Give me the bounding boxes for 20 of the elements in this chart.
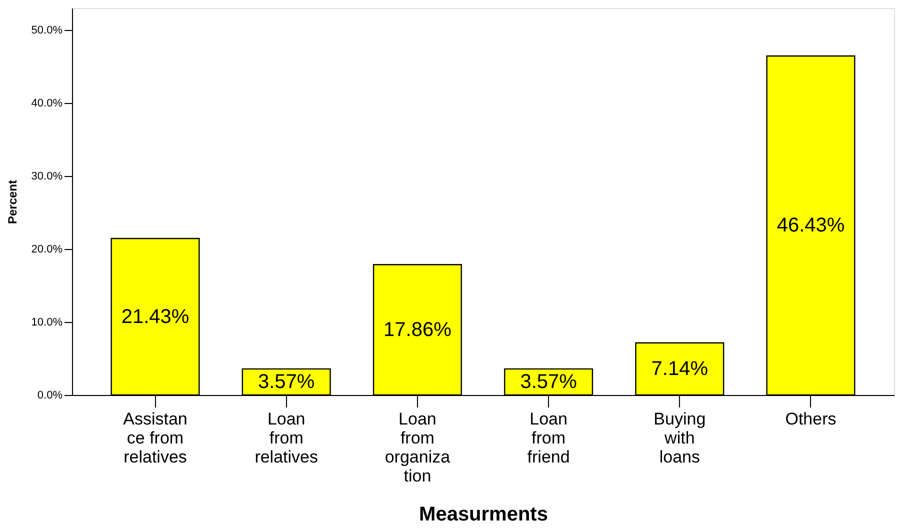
y-tick-label: 50.0% — [31, 24, 63, 36]
x-tick-label: Others — [785, 410, 836, 428]
y-tick-label: 0.0% — [37, 390, 63, 402]
data-label: 46.43% — [776, 214, 845, 236]
y-tick-label: 30.0% — [31, 170, 63, 182]
x-tick-label: Loan from organiza tion — [384, 410, 451, 486]
y-tick-label: 40.0% — [31, 97, 63, 110]
y-axis-title: Percent — [5, 180, 20, 224]
x-axis-title: Measurments — [419, 504, 548, 526]
x-tick-label: Assistan ce from relatives — [123, 410, 188, 466]
x-tick-label: Loan from relatives — [254, 410, 318, 466]
data-label: 3.57% — [520, 370, 578, 393]
data-label: 7.14% — [651, 358, 708, 380]
data-label: 17.86% — [384, 318, 452, 341]
data-label: 3.57% — [258, 370, 315, 393]
x-tick-label: Loan from friend — [527, 410, 570, 466]
y-tick-label: 20.0% — [31, 243, 63, 256]
y-tick-label: 10.0% — [31, 316, 63, 328]
x-tick-label: Buying with loans — [654, 410, 706, 466]
data-label: 21.43% — [121, 306, 190, 328]
